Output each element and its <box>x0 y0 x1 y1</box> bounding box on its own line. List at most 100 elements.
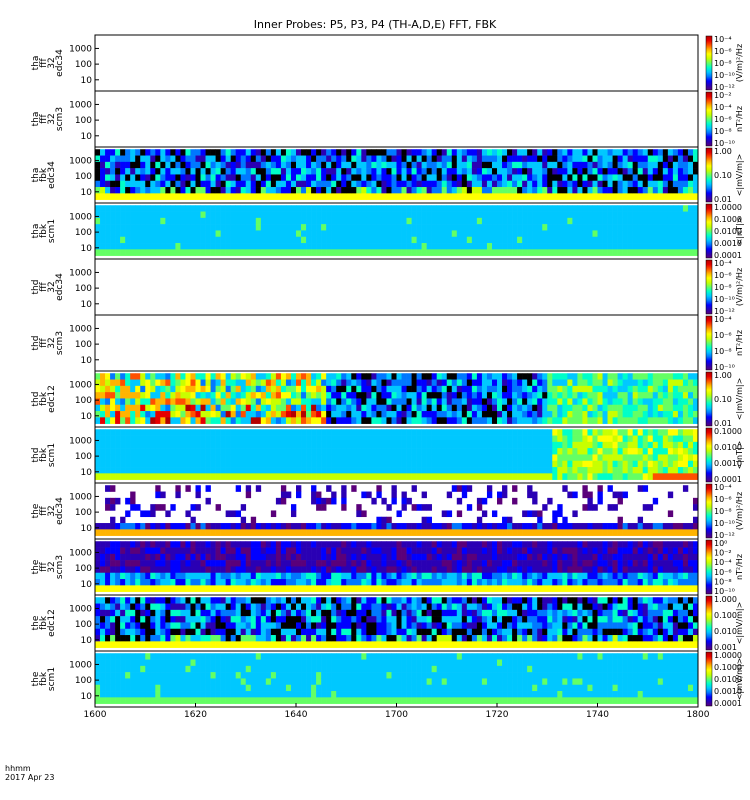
colorbar-tick-label: 1.0000 <box>714 203 742 212</box>
colorbar-scale <box>705 315 713 371</box>
panel-ylabel-line: 32 <box>47 281 57 292</box>
colorbar-tick-label: 10⁻¹⁰ <box>714 295 735 304</box>
x-tick-label: 1700 <box>385 710 408 720</box>
colorbar-tick-label: 10⁻² <box>714 91 732 100</box>
panel-ylabel-line: fbk <box>39 447 49 462</box>
colorbar-tick-label: 0.0010 <box>714 459 742 468</box>
spectrogram-cells <box>95 597 699 648</box>
colorbar-tick-label: 10⁻¹⁰ <box>714 71 735 80</box>
colorbar-tick-label: 10⁻⁴ <box>714 483 732 492</box>
colorbar-scale <box>705 371 713 427</box>
panel-ylabel-line: fff <box>39 57 49 67</box>
y-tick-label: 100 <box>75 284 92 294</box>
colorbar: 0.0001 0.0010 0.0100 0.1000 <|nT|> <box>705 427 744 484</box>
y-tick-label: 1000 <box>69 492 92 502</box>
colorbar: 0.001 0.010 0.100 1.000<|mV/m|> <box>705 595 744 652</box>
panel-ylabel-line: edc34 <box>55 49 65 77</box>
x-tick-label: 1600 <box>84 710 107 720</box>
colorbar-tick-label: 10⁻⁸ <box>714 577 732 586</box>
colorbar: 0.0001 0.0010 0.0100 0.1000 1.0000<|mV/m|> <box>705 651 744 708</box>
colorbar-tick-label: 10⁻¹² <box>714 307 735 316</box>
panel-ylabel-line: scm1 <box>47 219 57 243</box>
colorbar-tick-label: 10⁻⁴ <box>714 103 732 112</box>
panel-ylabel-line: 32 <box>47 505 57 516</box>
y-tick-label: 100 <box>75 228 92 238</box>
colorbar-units: (V/m)²/Hz <box>735 44 744 82</box>
y-tick-label: 10 <box>81 412 93 422</box>
panel-the-fff-scm3: 101001000thefff32scm310⁻¹⁰10⁻⁸10⁻⁶10⁻⁴10… <box>31 538 744 596</box>
colorbar-tick-label: 10⁻⁴ <box>714 259 732 268</box>
colorbar-tick-label: 10⁻⁴ <box>714 558 732 567</box>
panel-ylabel-line: scm3 <box>55 331 65 355</box>
colorbar-tick-label: 0.10 <box>714 171 732 180</box>
y-tick-label: 1000 <box>69 268 92 278</box>
chart-title: Inner Probes: P5, P3, P4 (TH-A,D,E) FFT,… <box>253 18 497 31</box>
colorbar-scale <box>705 539 713 595</box>
panel-ylabel-line: the <box>31 503 41 518</box>
y-tick-label: 1000 <box>69 548 92 558</box>
colorbar-scale <box>705 35 713 91</box>
x-tick-label: 1740 <box>586 710 609 720</box>
y-tick-label: 1000 <box>69 44 92 54</box>
panel-ylabel-line: 32 <box>47 337 57 348</box>
y-tick-label: 100 <box>75 676 92 686</box>
panel-ylabel-line: fff <box>39 113 49 123</box>
panel-ylabel-line: edc34 <box>55 273 65 301</box>
panel-ylabel-line: scm1 <box>47 443 57 467</box>
y-tick-label: 1000 <box>69 324 92 334</box>
colorbar-units: nT²/Hz <box>735 106 744 132</box>
x-tick-label: 1640 <box>285 710 308 720</box>
colorbar-units: nT²/Hz <box>735 330 744 356</box>
colorbar-tick-label: 0.0001 <box>714 699 742 708</box>
colorbar: 10⁻¹² 10⁻¹⁰ 10⁻⁸ 10⁻⁶ 10⁻⁴(V/m)²/Hz <box>705 35 744 92</box>
colorbar: 0.01 0.10 1.00<|mV/m|> <box>705 371 744 428</box>
panel-ylabel-line: 32 <box>47 57 57 68</box>
panel-ylabel-line: thd <box>31 392 41 407</box>
time-axis-date-label: 2017 Apr 23 <box>5 773 55 782</box>
spectrogram-cells <box>95 485 699 536</box>
colorbar-units: <|nT|> <box>735 217 744 246</box>
panel-ylabel-line: the <box>31 559 41 574</box>
panel-ylabel-line: scm1 <box>47 667 57 691</box>
panel-ylabel-line: tha <box>31 168 41 183</box>
panel-ylabel-line: tha <box>31 224 41 239</box>
panel-ylabel-line: the <box>31 671 41 686</box>
colorbar: 0.01 0.10 1.00<|mV/m|> <box>705 147 744 204</box>
colorbar-tick-label: 1.00 <box>714 147 732 156</box>
colorbar-tick-label: 0.1000 <box>714 663 742 672</box>
colorbar-units: (V/m)²/Hz <box>735 492 744 530</box>
colorbar-units: <|mV/m|> <box>735 154 744 197</box>
colorbar-tick-label: 10⁻⁸ <box>714 59 732 68</box>
colorbar-units: (V/m)²/Hz <box>735 268 744 306</box>
panel-ylabel-line: edc34 <box>55 497 65 525</box>
y-tick-label: 100 <box>75 564 92 574</box>
y-tick-label: 10 <box>81 468 93 478</box>
panel-background <box>95 91 698 147</box>
x-tick-label: 1620 <box>184 710 207 720</box>
colorbar-tick-label: 10⁻⁴ <box>714 315 732 324</box>
panel-ylabel-line: fbk <box>39 167 49 182</box>
panel-ylabel-line: fbk <box>39 671 49 686</box>
y-tick-label: 100 <box>75 452 92 462</box>
colorbar-tick-label: 0.1000 <box>714 215 742 224</box>
colorbar: 10⁻¹² 10⁻¹⁰ 10⁻⁸ 10⁻⁶ 10⁻⁴(V/m)²/Hz <box>705 483 744 540</box>
colorbar-units: <|mV/m|> <box>735 658 744 701</box>
colorbar-tick-label: 0.0001 <box>714 251 742 260</box>
colorbar-tick-label: 0.0001 <box>714 475 742 484</box>
panel-ylabel-line: tha <box>31 112 41 127</box>
colorbar-tick-label: 0.001 <box>714 643 737 652</box>
y-tick-label: 1000 <box>69 436 92 446</box>
colorbar-tick-label: 0.01 <box>714 419 732 428</box>
